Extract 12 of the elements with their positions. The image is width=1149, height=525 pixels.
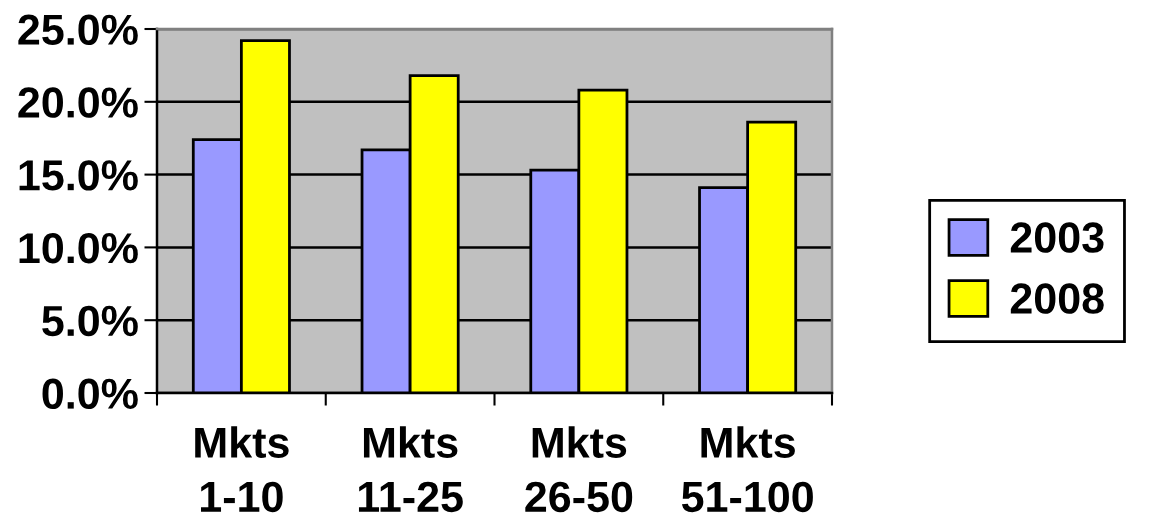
- y-tick-label: 5.0%: [42, 305, 138, 337]
- y-tick-label: 0.0%: [42, 378, 138, 410]
- y-tick-label: 15.0%: [19, 160, 138, 191]
- y-tick-label: 25.0%: [18, 14, 138, 46]
- y-tick-label: 20.0%: [18, 87, 138, 118]
- x-tick-label: Mkts 11-25: [358, 426, 463, 513]
- x-tick-label: Mkts 51-100: [681, 426, 813, 513]
- legend-label: 2008: [1010, 283, 1104, 314]
- x-tick-label: Mkts 1-10: [195, 426, 289, 513]
- x-tick-label: Mkts 26-50: [525, 426, 633, 513]
- y-tick-label: 10.0%: [19, 232, 138, 264]
- legend-label: 2003: [1010, 222, 1104, 253]
